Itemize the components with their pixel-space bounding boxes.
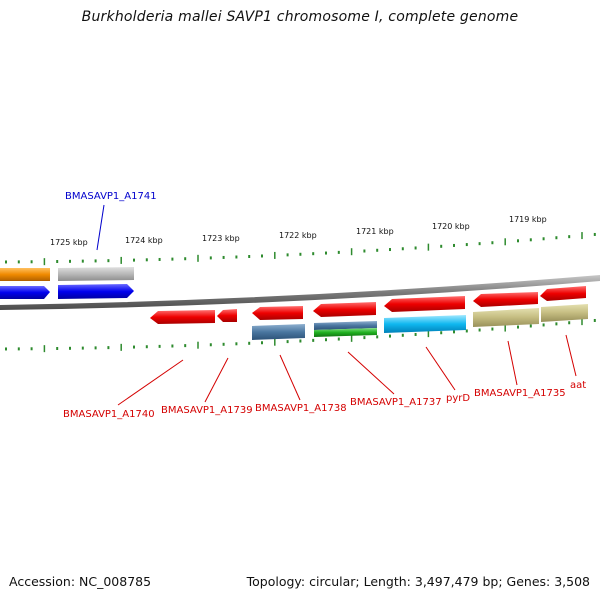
tick-label: 1722 kbp [279, 231, 317, 240]
gene-arrow-gray[interactable] [58, 267, 134, 281]
gene-label-a1740[interactable]: BMASAVP1_A1740 [63, 409, 155, 420]
feature-khaki[interactable] [473, 308, 539, 327]
gene-label-a1741[interactable]: BMASAVP1_A1741 [65, 191, 157, 202]
tick-label: 1719 kbp [509, 215, 547, 224]
gene-arrow-a1737[interactable] [313, 302, 376, 317]
feature-khaki-2[interactable] [541, 304, 588, 322]
gene-label-a1737[interactable]: BMASAVP1_A1737 [350, 397, 442, 408]
accession-text: Accession: NC_008785 [9, 574, 152, 589]
gene-label-a1739[interactable]: BMASAVP1_A1739 [161, 405, 253, 416]
gene-arrow-a1735[interactable] [473, 292, 538, 307]
feature-steel-2[interactable] [314, 321, 377, 330]
scale-ticks-bottom [5, 318, 596, 353]
gene-arrow-blue-left[interactable] [0, 286, 50, 299]
gene-label-a1738[interactable]: BMASAVP1_A1738 [255, 403, 347, 414]
gene-arrow-orange[interactable] [0, 268, 50, 281]
feature-cyan[interactable] [384, 315, 466, 333]
forward-strand [0, 267, 134, 299]
gene-arrow-a1740[interactable] [150, 310, 215, 324]
gene-arrow-aat[interactable] [540, 286, 586, 301]
label-leaders [96, 204, 577, 406]
feature-steel[interactable] [252, 324, 305, 340]
gene-arrow-a1741[interactable] [58, 284, 134, 299]
gene-label-aat[interactable]: aat [570, 380, 586, 391]
gene-arrow-a1739[interactable] [217, 309, 237, 322]
genome-summary: Topology: circular; Length: 3,497,479 bp… [246, 574, 590, 589]
tick-label: 1721 kbp [356, 227, 394, 236]
reverse-strand [150, 286, 588, 340]
gene-arrow-a1738[interactable] [252, 306, 303, 320]
gene-arrow-pyrd[interactable] [384, 296, 465, 312]
tick-label: 1725 kbp [50, 238, 88, 247]
scale-ticks-top [5, 232, 596, 266]
gene-label-a1735[interactable]: BMASAVP1_A1735 [474, 388, 566, 399]
gene-label-pyrd[interactable]: pyrD [446, 393, 470, 404]
chromosome-backbone [0, 275, 600, 310]
map-title: Burkholderia mallei SAVP1 chromosome I, … [81, 9, 519, 25]
scale-labels: 1725 kbp 1724 kbp 1723 kbp 1722 kbp 1721… [50, 215, 547, 247]
tick-label: 1724 kbp [125, 236, 163, 245]
tick-label: 1720 kbp [432, 222, 470, 231]
tick-label: 1723 kbp [202, 234, 240, 243]
feature-green[interactable] [314, 328, 377, 337]
gene-labels: BMASAVP1_A1741 BMASAVP1_A1740 BMASAVP1_A… [63, 191, 586, 420]
